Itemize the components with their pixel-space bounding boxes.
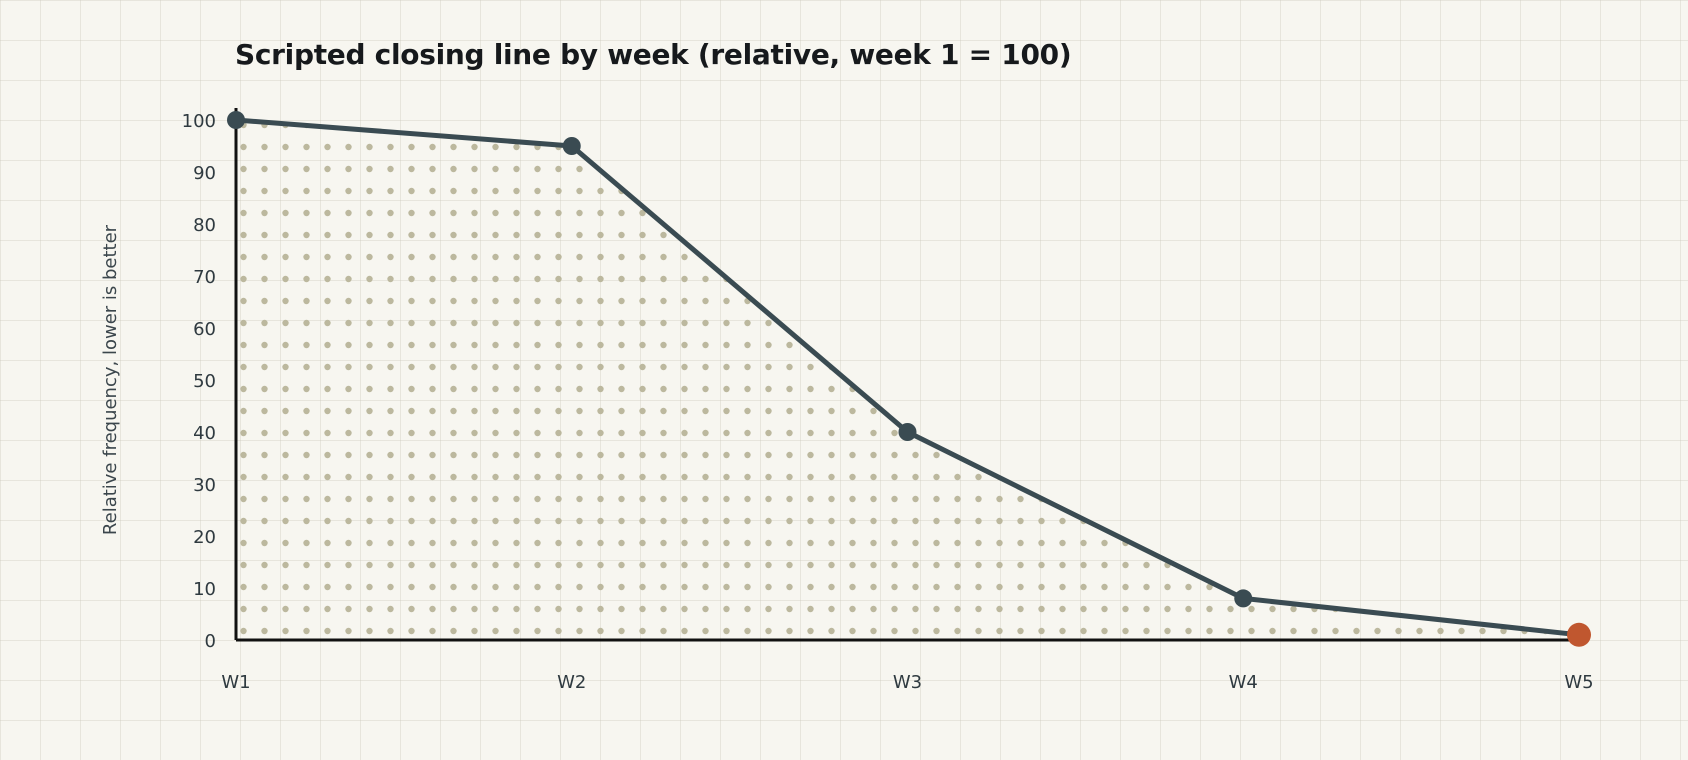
x-tick-label: W4: [1229, 672, 1258, 693]
y-tick-label: 10: [193, 579, 216, 600]
y-tick-label: 20: [193, 527, 216, 548]
area-fill: [236, 120, 1579, 640]
y-tick-label: 70: [193, 267, 216, 288]
data-point: [898, 423, 917, 441]
y-tick-label: 40: [193, 423, 216, 444]
x-tick-label: W2: [557, 672, 586, 693]
data-point: [1234, 589, 1253, 608]
y-tick-label: 60: [193, 319, 216, 340]
y-tick-label: 90: [193, 163, 216, 184]
x-tick-label: W1: [221, 672, 250, 693]
x-tick-label: W3: [893, 672, 922, 693]
x-tick-label: W5: [1564, 672, 1593, 693]
data-point: [562, 137, 581, 155]
y-tick-label: 30: [193, 475, 216, 496]
y-tick-label: 80: [193, 215, 216, 236]
y-tick-label: 100: [182, 111, 216, 132]
data-point-highlight: [1567, 622, 1591, 647]
y-tick-label: 0: [205, 631, 216, 652]
y-axis-title: Relative frequency, lower is better: [100, 224, 121, 535]
y-tick-label: 50: [193, 371, 216, 392]
chart-title: Scripted closing line by week (relative,…: [235, 38, 1072, 71]
data-point: [227, 111, 245, 129]
